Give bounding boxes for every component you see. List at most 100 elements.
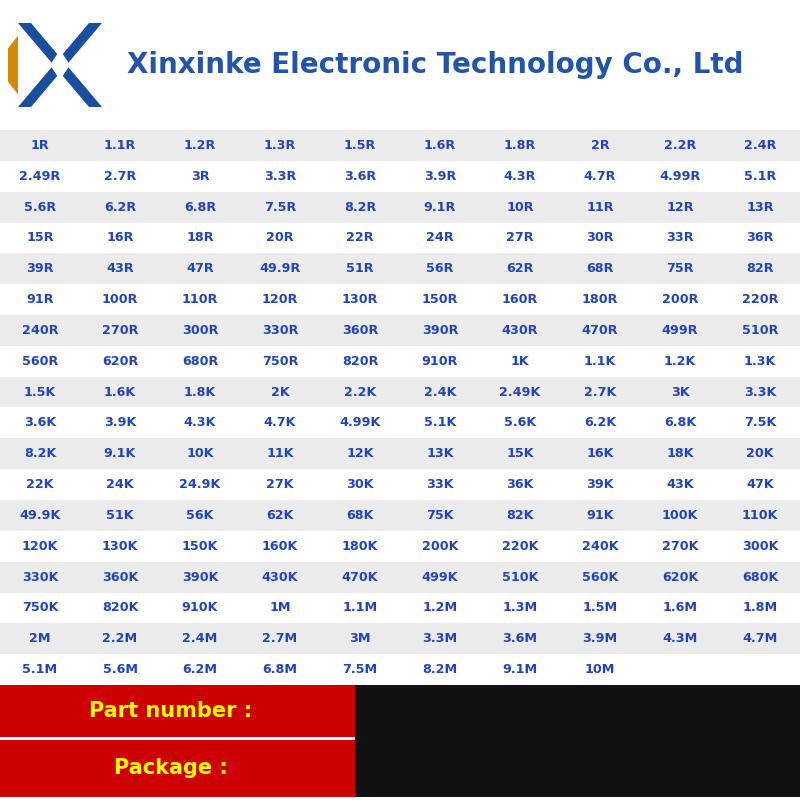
Text: 240R: 240R	[22, 324, 58, 337]
Text: 1.8K: 1.8K	[184, 386, 216, 398]
Text: 10K: 10K	[186, 447, 214, 460]
Text: 1.5M: 1.5M	[582, 602, 618, 614]
Text: 36K: 36K	[506, 478, 534, 491]
Text: 11R: 11R	[586, 201, 614, 214]
Text: 470K: 470K	[342, 570, 378, 583]
Text: 13R: 13R	[746, 201, 774, 214]
Text: 300K: 300K	[742, 540, 778, 553]
Text: 36R: 36R	[746, 231, 774, 245]
Text: 620R: 620R	[102, 354, 138, 368]
Text: 160R: 160R	[502, 293, 538, 306]
Text: 5.6R: 5.6R	[24, 201, 56, 214]
Text: 3.3K: 3.3K	[744, 386, 776, 398]
Text: 1.1M: 1.1M	[342, 602, 378, 614]
Text: 49.9R: 49.9R	[259, 262, 301, 275]
Text: 360K: 360K	[102, 570, 138, 583]
Text: 2M: 2M	[30, 632, 50, 646]
Text: 4.3R: 4.3R	[504, 170, 536, 182]
Text: 200R: 200R	[662, 293, 698, 306]
Text: 150K: 150K	[182, 540, 218, 553]
Polygon shape	[50, 50, 70, 80]
Text: 620K: 620K	[662, 570, 698, 583]
Text: 5.1M: 5.1M	[22, 663, 58, 676]
Text: 390K: 390K	[182, 570, 218, 583]
Text: 24K: 24K	[106, 478, 134, 491]
Text: 1.5R: 1.5R	[344, 139, 376, 152]
Text: 330K: 330K	[22, 570, 58, 583]
Text: 3K: 3K	[670, 386, 690, 398]
Text: 9.1R: 9.1R	[424, 201, 456, 214]
Text: 1.5K: 1.5K	[24, 386, 56, 398]
Text: 91R: 91R	[26, 293, 54, 306]
Text: 110K: 110K	[742, 509, 778, 522]
Bar	[0, 654, 800, 685]
Bar	[0, 740, 355, 797]
Text: 82K: 82K	[506, 509, 534, 522]
Bar	[0, 346, 800, 377]
Text: 3.3R: 3.3R	[264, 170, 296, 182]
Text: 33K: 33K	[426, 478, 454, 491]
Text: 510K: 510K	[502, 570, 538, 583]
Text: 1.2R: 1.2R	[184, 139, 216, 152]
Text: 47R: 47R	[186, 262, 214, 275]
Text: 51K: 51K	[106, 509, 134, 522]
Text: 1.1R: 1.1R	[104, 139, 136, 152]
Text: Package :: Package :	[114, 758, 227, 778]
Text: 1.3M: 1.3M	[502, 602, 538, 614]
Text: 18R: 18R	[186, 231, 214, 245]
Text: 39K: 39K	[586, 478, 614, 491]
Text: 120R: 120R	[262, 293, 298, 306]
Text: 4.99K: 4.99K	[339, 417, 381, 430]
Text: 4.7R: 4.7R	[584, 170, 616, 182]
Text: 33R: 33R	[666, 231, 694, 245]
Text: 10M: 10M	[585, 663, 615, 676]
Text: 360R: 360R	[342, 324, 378, 337]
Text: 56R: 56R	[426, 262, 454, 275]
Text: 7.5M: 7.5M	[342, 663, 378, 676]
Text: 300R: 300R	[182, 324, 218, 337]
Text: 12R: 12R	[666, 201, 694, 214]
Text: 12K: 12K	[346, 447, 374, 460]
Text: 1K: 1K	[510, 354, 530, 368]
Text: 68K: 68K	[346, 509, 374, 522]
Polygon shape	[18, 23, 102, 107]
Text: 22K: 22K	[26, 478, 54, 491]
Text: 2K: 2K	[270, 386, 290, 398]
Text: 10R: 10R	[506, 201, 534, 214]
Text: 5.6M: 5.6M	[102, 663, 138, 676]
Text: 4.3K: 4.3K	[184, 417, 216, 430]
Text: 56K: 56K	[186, 509, 214, 522]
Text: 2.4M: 2.4M	[182, 632, 218, 646]
Text: 62K: 62K	[266, 509, 294, 522]
Text: 1.1K: 1.1K	[584, 354, 616, 368]
Text: 1.6R: 1.6R	[424, 139, 456, 152]
Text: 47K: 47K	[746, 478, 774, 491]
Text: 2.4K: 2.4K	[424, 386, 456, 398]
Text: 3.9M: 3.9M	[582, 632, 618, 646]
Text: 910K: 910K	[182, 602, 218, 614]
Text: Xinxinke Electronic Technology Co., Ltd: Xinxinke Electronic Technology Co., Ltd	[127, 51, 743, 79]
Text: 30R: 30R	[586, 231, 614, 245]
Bar	[0, 284, 800, 315]
Text: 1.8R: 1.8R	[504, 139, 536, 152]
Text: 2.49K: 2.49K	[499, 386, 541, 398]
Text: 510R: 510R	[742, 324, 778, 337]
Text: 9.1M: 9.1M	[502, 663, 538, 676]
Text: 220K: 220K	[502, 540, 538, 553]
Text: 7.5K: 7.5K	[744, 417, 776, 430]
Bar	[0, 254, 800, 284]
Text: 6.2K: 6.2K	[584, 417, 616, 430]
Text: 15R: 15R	[26, 231, 54, 245]
Text: 6.8R: 6.8R	[184, 201, 216, 214]
Text: 110R: 110R	[182, 293, 218, 306]
Text: 1.3R: 1.3R	[264, 139, 296, 152]
Bar	[0, 377, 800, 407]
Polygon shape	[18, 23, 102, 107]
Text: 2.2R: 2.2R	[664, 139, 696, 152]
Bar	[0, 161, 800, 192]
Bar	[0, 531, 800, 562]
Bar	[0, 438, 800, 469]
Text: 24.9K: 24.9K	[179, 478, 221, 491]
Text: 7.5R: 7.5R	[264, 201, 296, 214]
Text: 100K: 100K	[662, 509, 698, 522]
